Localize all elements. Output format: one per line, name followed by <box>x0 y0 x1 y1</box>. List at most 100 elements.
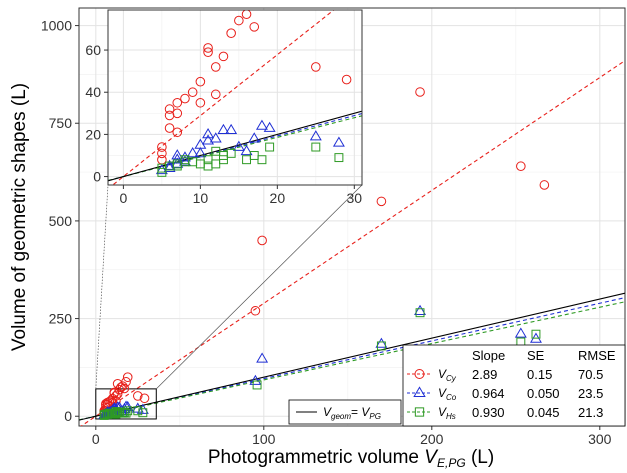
reference-line <box>79 292 625 421</box>
y-axis-title: Volume of geometric shapes (L) <box>9 83 30 351</box>
data-point <box>209 132 222 143</box>
data-point <box>164 104 175 114</box>
inset-y-ticks: 0 20 40 60 <box>85 42 108 185</box>
data-point <box>234 15 244 26</box>
x-tick-label: 0 <box>119 190 127 206</box>
data-point <box>163 159 176 170</box>
data-point <box>413 386 426 397</box>
data-point <box>133 391 143 401</box>
fit-line <box>79 301 625 421</box>
data-point <box>265 142 275 152</box>
reference-line-legend: Vgeom= VPG <box>288 399 402 425</box>
y-axis-ticks: 0 250 500 750 1000 <box>41 18 79 424</box>
data-point <box>376 341 386 351</box>
data-point <box>311 142 321 152</box>
zoom-region <box>95 184 363 420</box>
data-point <box>122 372 133 382</box>
data-point <box>195 97 206 108</box>
legend-series-label: VCy <box>438 367 457 383</box>
x-tick-label: 20 <box>270 190 286 206</box>
data-point <box>415 308 425 318</box>
legend-slope-value: 0.964 <box>472 386 505 401</box>
series-legend-box <box>402 344 626 427</box>
data-point <box>123 406 133 416</box>
inset-x-ticks: 0 10 20 30 <box>119 185 362 206</box>
data-point <box>171 149 184 160</box>
data-point <box>249 374 262 385</box>
data-point <box>121 377 131 387</box>
legend-rmse-value: 21.3 <box>578 405 603 420</box>
data-point <box>516 161 526 172</box>
data-point <box>414 304 427 315</box>
legend-se-value: 0.045 <box>527 405 560 420</box>
data-point <box>111 391 121 401</box>
x-axis-title: Photogrammetric volume VE,PG (L) <box>208 447 494 470</box>
x-axis-ticks: 0 100 200 300 <box>92 426 612 447</box>
data-point <box>414 369 425 379</box>
data-point <box>121 408 131 418</box>
y-tick-label: 0 <box>64 408 72 424</box>
legend-header-slope: Slope <box>472 348 505 363</box>
data-point <box>241 10 252 20</box>
legend-symbol: V <box>438 405 447 419</box>
y-tick-label: 60 <box>85 42 101 58</box>
data-point <box>311 62 321 72</box>
data-point <box>255 119 268 130</box>
data-point <box>210 62 221 72</box>
data-point <box>210 89 221 100</box>
fit-line <box>79 297 625 421</box>
data-point <box>121 400 134 412</box>
legend-subscript: Co <box>446 393 457 402</box>
main-fit-lines <box>79 60 625 426</box>
data-point <box>256 352 269 363</box>
data-point <box>376 196 387 207</box>
fit-line <box>111 10 335 185</box>
data-point <box>180 93 190 104</box>
legend-header-rmse: RMSE <box>578 348 616 363</box>
x-tick-label: 100 <box>252 431 276 447</box>
data-point <box>415 87 425 97</box>
fit-line <box>80 60 625 426</box>
data-point <box>203 47 213 57</box>
legend-subscript: Hs <box>446 412 456 421</box>
data-point <box>157 142 167 152</box>
data-point <box>309 130 322 141</box>
data-point <box>332 136 345 147</box>
legend-se-value: 0.050 <box>527 386 560 401</box>
data-point <box>187 87 198 98</box>
legend-header-se: SE <box>527 348 545 363</box>
data-point <box>194 147 207 158</box>
data-point <box>341 74 352 85</box>
data-point <box>202 134 215 145</box>
data-point <box>250 305 261 316</box>
data-point <box>225 123 238 135</box>
data-point <box>257 235 267 246</box>
data-point <box>232 140 245 151</box>
legend-se-value: 0.15 <box>527 367 552 382</box>
data-point <box>133 406 143 416</box>
main-data-points <box>98 87 550 420</box>
reference-legend-label: Vgeom= VPG <box>323 405 381 421</box>
data-point <box>202 128 215 139</box>
zoom-connector <box>95 184 109 389</box>
data-point <box>217 123 230 135</box>
inset-data-points <box>155 10 352 177</box>
data-point <box>172 108 183 119</box>
x-tick-label: 0 <box>92 431 100 447</box>
legend-subscript: Cy <box>446 374 457 383</box>
legend-rmse-value: 23.5 <box>578 386 603 401</box>
y-tick-label: 750 <box>49 115 73 131</box>
legend-slope-value: 2.89 <box>472 367 497 382</box>
data-point <box>375 337 388 348</box>
data-point <box>249 22 260 32</box>
data-point <box>139 393 150 404</box>
legend-series-label: VHs <box>438 405 456 421</box>
data-point <box>104 396 115 407</box>
y-tick-label: 500 <box>49 213 73 229</box>
data-point <box>203 43 213 53</box>
data-point <box>195 76 206 87</box>
legend-symbol: V <box>438 386 447 400</box>
data-point <box>119 383 130 394</box>
data-point <box>248 132 261 143</box>
